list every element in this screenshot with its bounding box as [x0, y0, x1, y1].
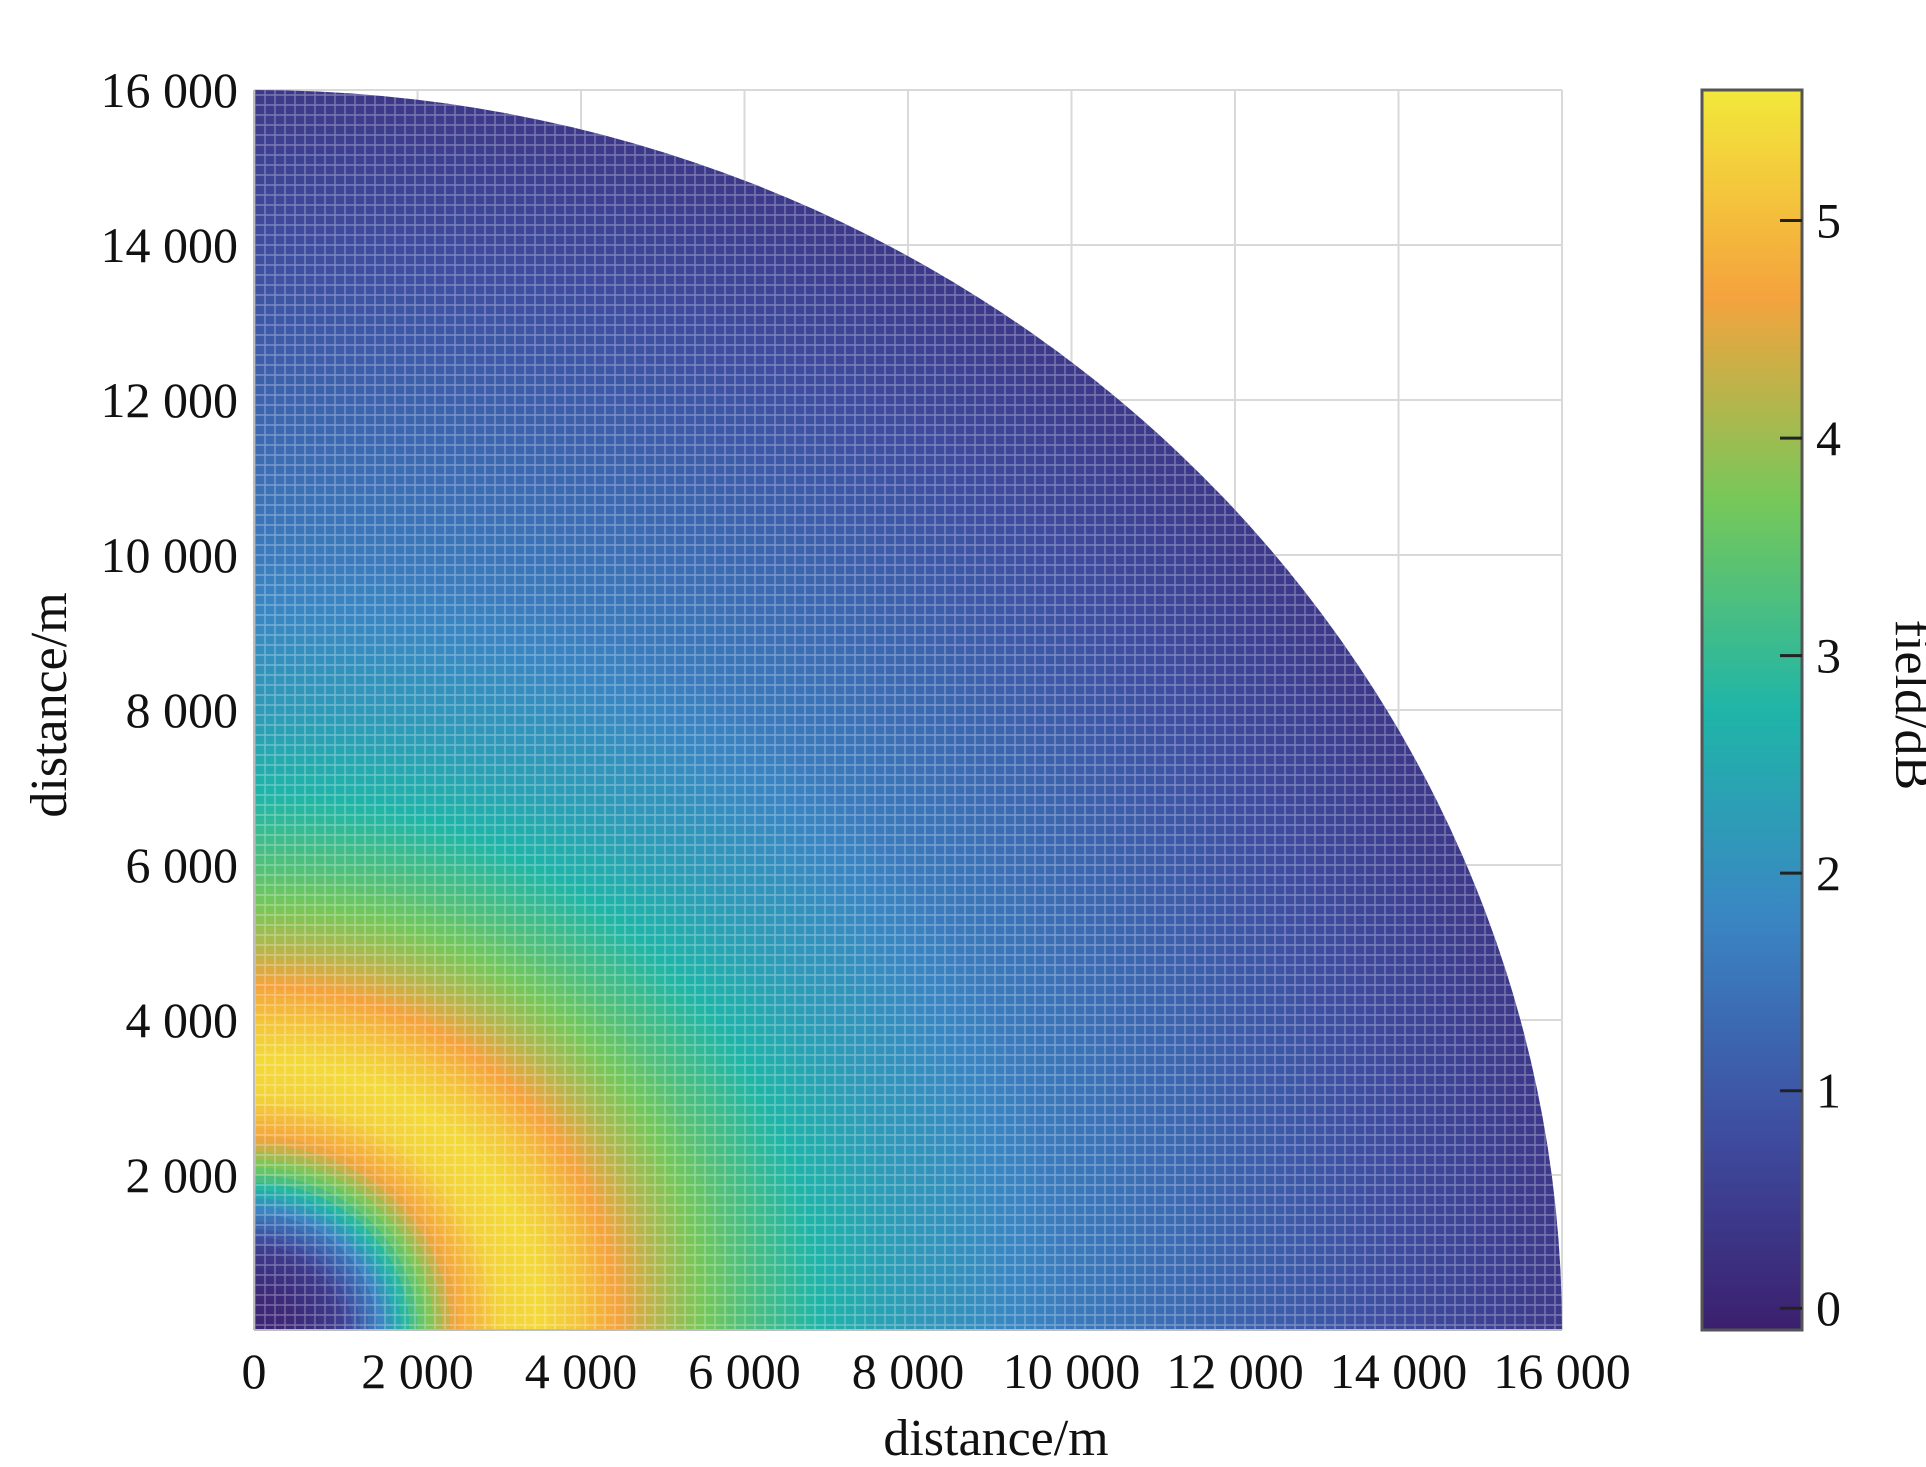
x-axis-title: distance/m — [883, 1410, 1108, 1467]
colorbar: 0 1 2 3 4 5 — [1700, 88, 1841, 1336]
x-tick-label: 4 000 — [525, 1343, 638, 1399]
colorbar-tick-label: 0 — [1816, 1280, 1841, 1336]
x-tick-label: 12 000 — [1166, 1343, 1304, 1399]
y-tick-label: 2 000 — [126, 1147, 239, 1203]
x-tick-label: 8 000 — [852, 1343, 965, 1399]
colorbar-tick-label: 1 — [1816, 1063, 1841, 1119]
colorbar-title: field/dB — [1884, 620, 1926, 790]
y-tick-label: 10 000 — [101, 527, 239, 583]
colorbar-tick-label: 5 — [1816, 193, 1841, 249]
y-tick-label: 4 000 — [126, 992, 239, 1048]
y-tick-label: 6 000 — [126, 837, 239, 893]
y-tick-label: 14 000 — [101, 217, 239, 273]
colorbar-tick-label: 3 — [1816, 628, 1841, 684]
colorbar-gradient — [1700, 88, 1804, 1332]
colorbar-tick-label: 4 — [1816, 410, 1841, 466]
x-tick-label: 14 000 — [1330, 1343, 1468, 1399]
y-axis-title: distance/m — [21, 592, 78, 817]
x-tick-label: 2 000 — [361, 1343, 474, 1399]
x-tick-label: 0 — [242, 1343, 267, 1399]
y-tick-label: 8 000 — [126, 682, 239, 738]
mesh-overlay — [254, 90, 1562, 1330]
y-tick-labels: 2 000 4 000 6 000 8 000 10 000 12 000 14 000 16… — [101, 62, 239, 1203]
y-tick-label: 16 000 — [101, 62, 239, 118]
x-tick-labels: 0 2 000 4 000 6 000 8 000 10 000 12 000 14 000 1… — [242, 1343, 1631, 1399]
axes — [253, 90, 1562, 1331]
field-quadrant — [254, 90, 1562, 1331]
x-tick-label: 6 000 — [688, 1343, 801, 1399]
colorbar-tick-label: 2 — [1816, 845, 1841, 901]
y-tick-label: 12 000 — [101, 372, 239, 428]
x-tick-label: 16 000 — [1493, 1343, 1631, 1399]
x-tick-label: 10 000 — [1003, 1343, 1141, 1399]
